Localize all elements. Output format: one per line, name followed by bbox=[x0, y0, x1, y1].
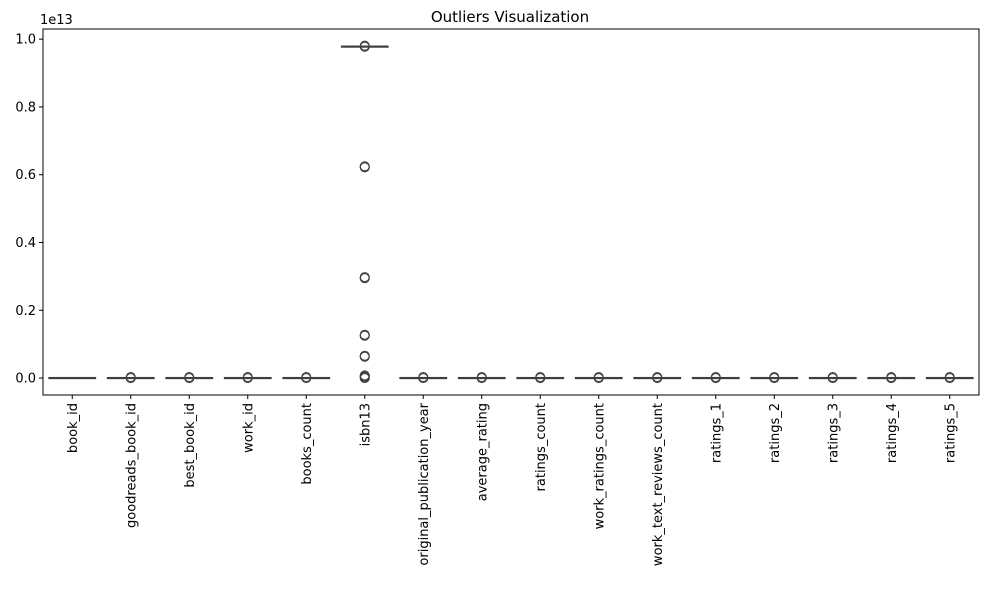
outlier-point-isbn13 bbox=[359, 40, 370, 51]
x-tick-label-ratings_3: ratings_3 bbox=[826, 403, 841, 463]
x-tick-label-work_id: work_id bbox=[241, 403, 256, 453]
outlier-point-average_rating bbox=[476, 372, 487, 383]
axes-frame bbox=[42, 28, 980, 396]
plot-area: 0.0 0.2 0.4 0.6 0.8 1.0 book_id goodreads_book_… bbox=[15, 33, 974, 566]
x-tick-label-ratings_1: ratings_1 bbox=[709, 403, 724, 463]
outlier-point-isbn13 bbox=[359, 329, 370, 340]
x-tick-label-books_count: books_count bbox=[300, 403, 315, 485]
x-tick-label-ratings_2: ratings_2 bbox=[768, 403, 783, 463]
x-tick-label-book_id: book_id bbox=[66, 403, 81, 453]
x-tick-label-ratings_4: ratings_4 bbox=[885, 403, 900, 463]
y-tick-label: 0.8 bbox=[15, 100, 36, 115]
outlier-point-work_ratings_count bbox=[593, 372, 604, 383]
outlier-point-best_book_id bbox=[184, 372, 195, 383]
outlier-point-ratings_3 bbox=[827, 372, 838, 383]
x-tick-label-best_book_id: best_book_id bbox=[183, 403, 198, 488]
y-axis-offset-label: 1e13 bbox=[40, 13, 73, 28]
chart-title: Outliers Visualization bbox=[431, 8, 589, 26]
outlier-point-goodreads_book_id bbox=[125, 372, 136, 383]
y-tick-label: 0.4 bbox=[15, 236, 36, 251]
x-tick-label-original_publication_year: original_publication_year bbox=[417, 402, 432, 565]
outlier-point-isbn13 bbox=[359, 372, 370, 383]
x-tick-label-isbn13: isbn13 bbox=[358, 403, 373, 446]
outlier-point-work_id bbox=[242, 372, 253, 383]
x-tick-label-work_ratings_count: work_ratings_count bbox=[592, 403, 607, 529]
outlier-point-ratings_1 bbox=[710, 372, 721, 383]
x-tick-label-ratings_5: ratings_5 bbox=[943, 403, 958, 463]
outlier-point-ratings_5 bbox=[944, 372, 955, 383]
outlier-point-original_publication_year bbox=[418, 372, 429, 383]
outlier-point-ratings_count bbox=[535, 372, 546, 383]
x-tick-label-goodreads_book_id: goodreads_book_id bbox=[124, 403, 139, 528]
outlier-point-work_text_reviews_count bbox=[652, 372, 663, 383]
y-tick-label: 0.0 bbox=[15, 372, 36, 387]
x-tick-label-work_text_reviews_count: work_text_reviews_count bbox=[651, 403, 666, 566]
y-tick-label: 0.2 bbox=[15, 304, 36, 319]
y-tick-label: 0.6 bbox=[15, 168, 36, 183]
outlier-point-isbn13 bbox=[359, 350, 370, 361]
x-tick-label-average_rating: average_rating bbox=[475, 403, 490, 501]
outlier-point-ratings_2 bbox=[769, 372, 780, 383]
y-tick-label: 1.0 bbox=[15, 33, 36, 48]
x-tick-label-ratings_count: ratings_count bbox=[534, 403, 549, 491]
outlier-point-isbn13 bbox=[359, 161, 370, 172]
outlier-point-books_count bbox=[301, 372, 312, 383]
outlier-point-ratings_4 bbox=[886, 372, 897, 383]
outlier-point-isbn13 bbox=[359, 272, 370, 283]
